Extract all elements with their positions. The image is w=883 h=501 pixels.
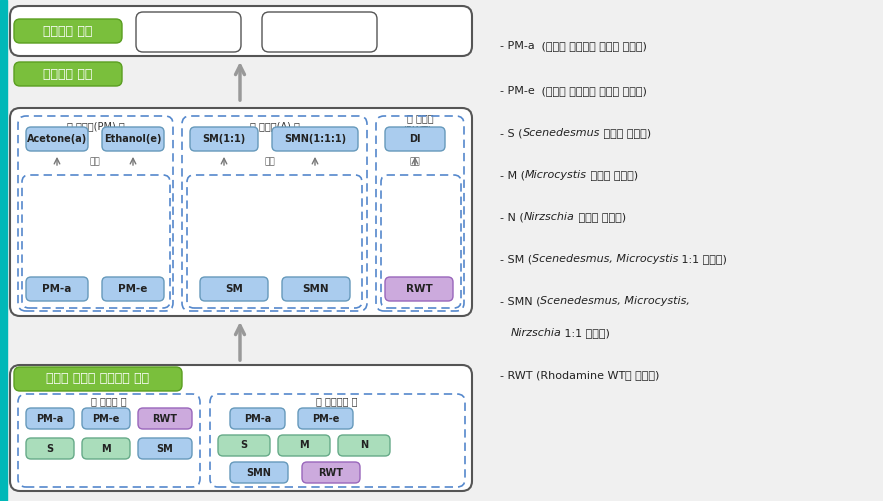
- Bar: [0, 0, 7, 501]
- Text: - RWT (Rhodamine WT: - RWT (Rhodamine WT: [500, 370, 625, 380]
- Text: 1:1 혼합액): 1:1 혼합액): [678, 254, 728, 264]
- Text: N: N: [360, 440, 368, 450]
- FancyBboxPatch shape: [10, 108, 472, 316]
- Text: - SM (: - SM (: [500, 254, 532, 264]
- FancyBboxPatch shape: [26, 438, 74, 459]
- FancyBboxPatch shape: [82, 438, 130, 459]
- FancyBboxPatch shape: [385, 277, 453, 301]
- Text: 〈 분말형(PM) 〉: 〈 분말형(PM) 〉: [66, 121, 125, 131]
- Text: 〈 센서형 〉: 〈 센서형 〉: [91, 396, 127, 406]
- Text: SM: SM: [225, 284, 243, 294]
- Text: RWT: RWT: [319, 467, 343, 477]
- FancyBboxPatch shape: [302, 462, 360, 483]
- Text: PM-e: PM-e: [312, 413, 339, 423]
- Text: PM-a: PM-a: [42, 284, 72, 294]
- Text: SMN: SMN: [246, 467, 271, 477]
- FancyBboxPatch shape: [138, 408, 192, 429]
- FancyBboxPatch shape: [14, 62, 122, 86]
- FancyBboxPatch shape: [14, 367, 182, 391]
- Text: M: M: [102, 443, 110, 453]
- Text: DI: DI: [409, 134, 421, 144]
- Text: - M (: - M (: [500, 170, 525, 180]
- Text: Scenedesmus, Microcystis,: Scenedesmus, Microcystis,: [540, 296, 691, 306]
- Text: Acetone(a): Acetone(a): [26, 134, 87, 144]
- Text: Microcystis: Microcystis: [525, 170, 587, 180]
- Text: Ethanol(e): Ethanol(e): [104, 134, 162, 144]
- Text: PM-e: PM-e: [118, 284, 147, 294]
- FancyBboxPatch shape: [200, 277, 268, 301]
- Text: (분말형 표준물질 아세톤 추출액): (분말형 표준물질 아세톤 추출액): [539, 41, 647, 51]
- Text: PM-e: PM-e: [93, 413, 120, 423]
- Text: SMN: SMN: [303, 284, 329, 294]
- FancyBboxPatch shape: [10, 365, 472, 491]
- FancyBboxPatch shape: [278, 435, 330, 456]
- Text: (분말형 표준물질 에탄올 추출액): (분말형 표준물질 에탄올 추출액): [539, 86, 647, 96]
- FancyBboxPatch shape: [338, 435, 390, 456]
- Text: S: S: [240, 440, 247, 450]
- Text: 의 희석액): 의 희석액): [625, 370, 660, 380]
- Text: 센서형
(앙평측정소): 센서형 (앙평측정소): [169, 21, 208, 44]
- Text: - SMN (: - SMN (: [500, 296, 540, 306]
- Text: RWT: RWT: [153, 413, 177, 423]
- Text: 단일종 배양액): 단일종 배양액): [600, 128, 651, 138]
- Text: - S (: - S (: [500, 128, 523, 138]
- FancyBboxPatch shape: [298, 408, 353, 429]
- Text: SMN(1:1:1): SMN(1:1:1): [284, 134, 346, 144]
- FancyBboxPatch shape: [82, 408, 130, 429]
- Text: - PM-e: - PM-e: [500, 86, 539, 96]
- FancyBboxPatch shape: [136, 12, 241, 52]
- Text: S: S: [47, 443, 54, 453]
- FancyBboxPatch shape: [230, 408, 285, 429]
- FancyBboxPatch shape: [385, 127, 445, 151]
- Text: 표준물질 선정: 표준물질 선정: [43, 68, 93, 81]
- Text: Scenedesmus: Scenedesmus: [523, 128, 600, 138]
- FancyBboxPatch shape: [218, 435, 270, 456]
- FancyBboxPatch shape: [10, 6, 472, 56]
- Text: Nirzschia: Nirzschia: [510, 328, 562, 338]
- FancyBboxPatch shape: [102, 277, 164, 301]
- FancyBboxPatch shape: [138, 438, 192, 459]
- Text: PM-a: PM-a: [244, 413, 271, 423]
- Text: 실험에 사용된 표준물질 종류: 실험에 사용된 표준물질 종류: [47, 373, 149, 385]
- Text: 추출: 추출: [90, 157, 101, 166]
- Text: 〈 분석기형 〉: 〈 분석기형 〉: [316, 396, 358, 406]
- Text: 측정장비 선정: 측정장비 선정: [43, 25, 93, 38]
- FancyBboxPatch shape: [282, 277, 350, 301]
- FancyBboxPatch shape: [190, 127, 258, 151]
- Text: - PM-a: - PM-a: [500, 41, 539, 51]
- Text: Nirzschia: Nirzschia: [524, 212, 575, 222]
- Text: 단일종 배양액): 단일종 배양액): [587, 170, 638, 180]
- Text: RWT: RWT: [405, 284, 433, 294]
- Text: PM-a: PM-a: [36, 413, 64, 423]
- Text: 단일종 배양액): 단일종 배양액): [575, 212, 626, 222]
- FancyBboxPatch shape: [26, 408, 74, 429]
- FancyBboxPatch shape: [26, 127, 88, 151]
- Text: 1:1 혼합액): 1:1 혼합액): [562, 328, 610, 338]
- Text: Scenedesmus, Microcystis: Scenedesmus, Microcystis: [532, 254, 678, 264]
- Text: 〈 로다민
(RWT)〉: 〈 로다민 (RWT)〉: [403, 113, 438, 135]
- Text: 혼합: 혼합: [265, 157, 275, 166]
- FancyBboxPatch shape: [102, 127, 164, 151]
- FancyBboxPatch shape: [26, 277, 88, 301]
- Text: 분석기형
(의암호 측정소): 분석기형 (의암호 측정소): [295, 21, 343, 44]
- Text: - N (: - N (: [500, 212, 524, 222]
- Text: M: M: [299, 440, 309, 450]
- FancyBboxPatch shape: [262, 12, 377, 52]
- FancyBboxPatch shape: [272, 127, 358, 151]
- FancyBboxPatch shape: [14, 19, 122, 43]
- Text: SM: SM: [156, 443, 173, 453]
- Text: SM(1:1): SM(1:1): [202, 134, 245, 144]
- Text: 〈 배양액(A) 〉: 〈 배양액(A) 〉: [250, 121, 299, 131]
- Text: 희석: 희석: [410, 157, 420, 166]
- FancyBboxPatch shape: [230, 462, 288, 483]
